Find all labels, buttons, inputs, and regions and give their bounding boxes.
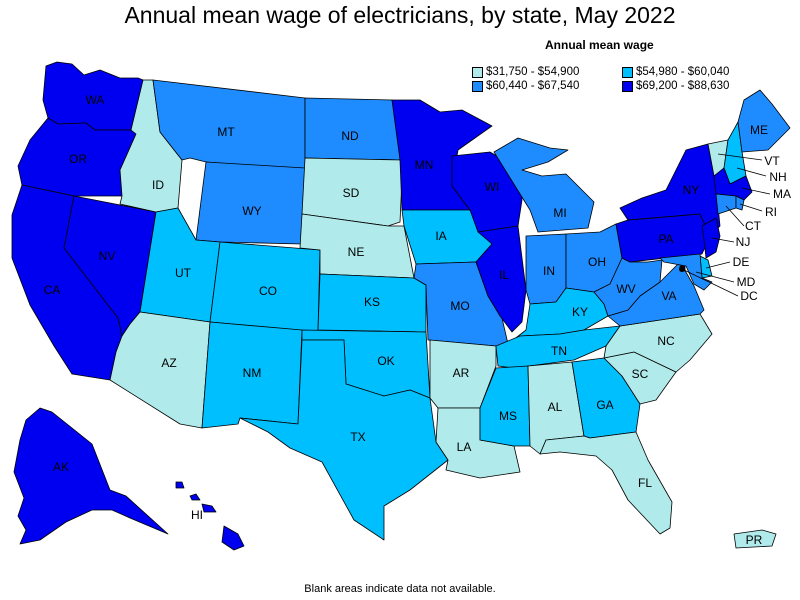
label-me: ME	[750, 123, 768, 137]
state-me[interactable]	[737, 89, 791, 153]
label-vt: VT	[764, 154, 780, 168]
label-ok: OK	[377, 354, 394, 368]
leader-line-ma	[741, 187, 771, 195]
legend-label-2: $54,980 - $60,040	[636, 66, 730, 78]
label-mn: MN	[415, 158, 434, 172]
leader-line-ri	[739, 203, 763, 212]
label-al: AL	[548, 400, 563, 414]
label-ga: GA	[596, 398, 613, 412]
leader-line-ct	[725, 205, 745, 227]
label-or: OR	[69, 152, 87, 166]
state-mi[interactable]	[493, 137, 595, 233]
label-ma: MA	[773, 187, 791, 201]
label-wi: WI	[485, 180, 500, 194]
label-de: DE	[733, 255, 750, 269]
label-nd: ND	[341, 129, 359, 143]
label-sc: SC	[632, 367, 649, 381]
label-ks: KS	[364, 295, 380, 309]
label-pr: PR	[746, 533, 763, 547]
label-mt: MT	[217, 125, 235, 139]
map-title: Annual mean wage of electricians, by sta…	[124, 2, 676, 28]
state-ks[interactable]	[317, 273, 427, 333]
label-hi: HI	[191, 508, 203, 522]
label-la: LA	[457, 440, 472, 454]
label-az: AZ	[161, 356, 176, 370]
leader-line-dc	[681, 268, 739, 297]
label-fl: FL	[638, 476, 652, 490]
label-mi: MI	[553, 206, 566, 220]
legend-label-4: $69,200 - $88,630	[636, 80, 730, 92]
label-nj: NJ	[736, 235, 751, 249]
label-ak: AK	[53, 460, 69, 474]
label-ri: RI	[765, 205, 777, 219]
label-nh: NH	[769, 170, 786, 184]
label-il: IL	[499, 268, 509, 282]
label-va: VA	[661, 289, 676, 303]
label-pa: PA	[658, 232, 673, 246]
leader-line-vt	[717, 153, 763, 161]
label-in: IN	[543, 264, 555, 278]
dc-marker	[679, 266, 685, 272]
label-ca: CA	[44, 283, 61, 297]
state-tx[interactable]	[239, 339, 449, 541]
leader-line-de	[705, 261, 731, 269]
leader-line-md	[695, 271, 735, 283]
state-fl[interactable]	[539, 431, 673, 535]
legend-title: Annual mean wage	[545, 38, 654, 52]
label-sd: SD	[343, 186, 360, 200]
state-ct[interactable]	[715, 193, 737, 215]
label-ms: MS	[499, 409, 517, 423]
legend-swatch-3	[472, 81, 483, 92]
leader-line-nh	[736, 167, 767, 177]
label-ne: NE	[348, 245, 365, 259]
state-hi[interactable]	[175, 481, 245, 551]
state-wv[interactable]	[593, 257, 663, 317]
label-nv: NV	[99, 249, 116, 263]
state-il[interactable]	[475, 225, 527, 333]
legend-swatch-4	[622, 81, 633, 92]
label-nc: NC	[657, 334, 675, 348]
state-mn[interactable]	[391, 99, 493, 211]
state-wy[interactable]	[195, 161, 306, 245]
leader-line-nj	[711, 237, 735, 243]
label-mo: MO	[450, 299, 469, 313]
legend-swatch-1	[472, 67, 483, 78]
label-id: ID	[152, 178, 164, 192]
label-ia: IA	[435, 229, 446, 243]
legend-label-1: $31,750 - $54,900	[486, 66, 580, 78]
state-md[interactable]	[659, 253, 713, 291]
legend-label-3: $60,440 - $67,540	[486, 80, 580, 92]
label-nm: NM	[243, 366, 262, 380]
label-ar: AR	[453, 366, 470, 380]
label-tx: TX	[350, 430, 365, 444]
state-nj[interactable]	[701, 217, 721, 259]
label-wy: WY	[242, 204, 261, 218]
label-oh: OH	[588, 255, 606, 269]
footnote: Blank areas indicate data not available.	[304, 583, 496, 595]
label-ny: NY	[683, 183, 700, 197]
label-wv: WV	[616, 282, 635, 296]
label-md: MD	[737, 275, 756, 289]
label-ky: KY	[572, 305, 588, 319]
label-dc: DC	[740, 289, 758, 303]
legend-swatch-2	[622, 67, 633, 78]
label-wa: WA	[86, 93, 105, 107]
label-tn: TN	[551, 344, 567, 358]
state-ri[interactable]	[735, 195, 745, 211]
state-nc[interactable]	[603, 313, 713, 373]
state-ak[interactable]	[13, 407, 169, 545]
label-ut: UT	[175, 266, 192, 280]
state-pr[interactable]	[733, 529, 777, 549]
label-co: CO	[259, 284, 277, 298]
label-ct: CT	[745, 219, 762, 233]
